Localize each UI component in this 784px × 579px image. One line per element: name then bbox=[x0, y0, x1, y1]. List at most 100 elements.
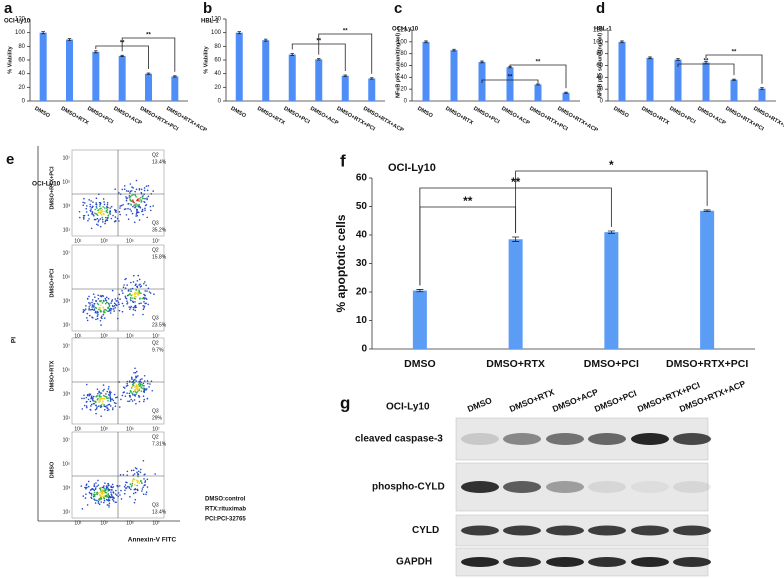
blot-band bbox=[673, 525, 711, 536]
event-dot bbox=[100, 392, 103, 394]
event-dot bbox=[104, 490, 106, 492]
event-dot bbox=[142, 313, 144, 316]
event-dot bbox=[82, 216, 85, 219]
event-dot bbox=[95, 482, 97, 484]
event-dot bbox=[133, 478, 135, 481]
event-dot bbox=[135, 402, 137, 405]
event-dot bbox=[93, 218, 96, 221]
error-bar bbox=[760, 87, 764, 90]
event-dot bbox=[127, 203, 130, 205]
event-dot bbox=[114, 307, 117, 309]
event-dot bbox=[89, 409, 92, 411]
bar bbox=[341, 75, 349, 101]
chart-title: HBL-1 bbox=[594, 27, 612, 33]
quadrant-label: Q2 bbox=[152, 340, 159, 346]
event-dot bbox=[112, 491, 115, 494]
event-dot bbox=[139, 382, 142, 385]
event-dot bbox=[104, 222, 106, 225]
chart-title: OCI-Ly10 bbox=[388, 162, 436, 174]
x-tick-label: DMSO+PCI bbox=[86, 106, 114, 126]
event-dot bbox=[107, 394, 110, 396]
event-dot bbox=[112, 500, 115, 502]
event-dot bbox=[118, 192, 120, 194]
event-dot bbox=[106, 211, 109, 214]
row-label: phospho-CYLD bbox=[372, 482, 445, 493]
y-axis-label: NFκB p65 subunit(ng/ml) bbox=[395, 33, 401, 98]
event-dot bbox=[126, 284, 128, 286]
event-dot bbox=[93, 402, 96, 405]
event-dot bbox=[135, 283, 137, 285]
event-dot bbox=[97, 313, 99, 316]
y-tick-label: 40 bbox=[356, 230, 368, 241]
event-dot bbox=[109, 207, 111, 209]
event-dot bbox=[103, 487, 105, 490]
event-dot bbox=[88, 306, 90, 308]
event-dot bbox=[147, 185, 150, 187]
event-dot bbox=[85, 383, 88, 386]
event-dot bbox=[121, 302, 124, 305]
event-dot bbox=[98, 498, 100, 501]
quadrant-label: Q2 bbox=[152, 434, 159, 440]
event-dot bbox=[99, 394, 101, 396]
event-dot bbox=[143, 374, 146, 377]
event-dot bbox=[129, 488, 132, 491]
event-dot bbox=[93, 498, 95, 500]
event-dot bbox=[130, 398, 133, 401]
event-dot bbox=[131, 482, 134, 485]
panel-letter: b bbox=[203, 0, 212, 17]
significance-bracket bbox=[318, 33, 373, 74]
event-dot bbox=[96, 317, 99, 320]
event-dot bbox=[137, 383, 140, 386]
y-tick-label: 10³ bbox=[63, 298, 71, 304]
event-dot bbox=[114, 298, 117, 300]
bar bbox=[618, 41, 626, 101]
event-dot bbox=[135, 205, 138, 207]
event-dot bbox=[132, 314, 134, 316]
blot-band bbox=[631, 557, 669, 567]
event-dot bbox=[144, 294, 146, 297]
event-dot bbox=[135, 215, 137, 217]
event-dot bbox=[84, 202, 86, 204]
event-dot bbox=[108, 495, 111, 498]
event-dot bbox=[90, 405, 92, 407]
event-dot bbox=[92, 395, 95, 398]
event-dot bbox=[127, 218, 130, 221]
event-dot bbox=[128, 487, 131, 489]
event-dot bbox=[82, 214, 85, 217]
event-dot bbox=[85, 396, 88, 399]
event-dot bbox=[142, 486, 144, 489]
event-dot bbox=[97, 393, 99, 395]
event-dot bbox=[95, 223, 98, 226]
event-dot bbox=[120, 498, 123, 500]
bar bbox=[412, 290, 427, 349]
event-dot bbox=[129, 208, 131, 211]
event-dot bbox=[125, 487, 127, 489]
event-dot bbox=[98, 487, 101, 490]
event-dot bbox=[132, 274, 135, 277]
event-dot bbox=[101, 490, 104, 492]
event-dot bbox=[99, 495, 102, 497]
event-dot bbox=[126, 303, 128, 305]
event-dot bbox=[101, 216, 104, 219]
event-dot bbox=[85, 305, 87, 307]
event-dot bbox=[113, 305, 116, 307]
y-tick-label: 60 bbox=[356, 173, 368, 184]
event-dot bbox=[92, 213, 94, 216]
error-bar bbox=[620, 40, 624, 44]
chart-title: OCI-Ly10 bbox=[4, 19, 31, 25]
blot-band bbox=[546, 433, 584, 445]
event-dot bbox=[136, 387, 138, 390]
event-dot bbox=[100, 207, 102, 210]
event-dot bbox=[93, 489, 96, 492]
event-dot bbox=[134, 371, 137, 374]
event-dot bbox=[126, 485, 129, 488]
x-tick-label: DMSO+RTX bbox=[60, 106, 90, 127]
event-dot bbox=[89, 400, 92, 403]
event-dot bbox=[130, 387, 133, 389]
event-dot bbox=[107, 399, 109, 402]
event-dot bbox=[88, 491, 91, 494]
lane-label: DMSO bbox=[466, 395, 494, 414]
y-axis-label: % apoptotic cells bbox=[334, 214, 348, 312]
event-dot bbox=[130, 281, 132, 284]
bar bbox=[235, 32, 243, 101]
